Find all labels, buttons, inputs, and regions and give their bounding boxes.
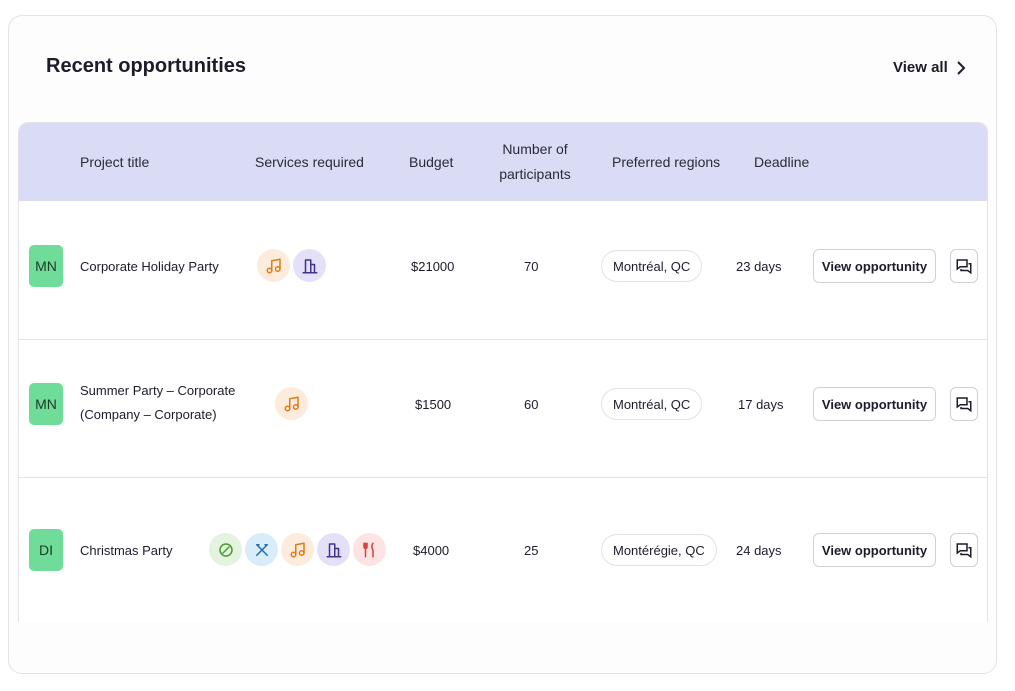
- table-row: MN Summer Party – Corporate (Company – C…: [19, 339, 987, 478]
- project-title: Christmas Party: [80, 542, 173, 558]
- venue-icon: [317, 533, 350, 566]
- budget: $1500: [415, 396, 452, 412]
- avatar: DI: [29, 529, 63, 571]
- service-icons: [209, 533, 386, 566]
- project-title: Corporate Holiday Party: [80, 258, 219, 274]
- planning-icon: [209, 533, 242, 566]
- table-header: Project title Services required Budget N…: [19, 123, 987, 201]
- view-opportunity-button[interactable]: View opportunity: [813, 249, 936, 283]
- music-icon: [257, 249, 290, 282]
- chevron-icon: [957, 60, 966, 75]
- restaurant-icon: [353, 533, 386, 566]
- view-opportunity-button[interactable]: View opportunity: [813, 533, 936, 567]
- deadline: 23 days: [736, 258, 782, 274]
- budget: $4000: [413, 542, 450, 558]
- project-title: Summer Party – Corporate (Company – Corp…: [80, 383, 236, 422]
- column-header: Project title: [80, 153, 150, 170]
- participants: 70: [524, 258, 539, 274]
- chat-button[interactable]: [950, 533, 978, 567]
- view-all-text[interactable]: View all: [893, 59, 948, 76]
- avatar: MN: [29, 383, 63, 425]
- service-icons: [257, 249, 326, 282]
- column-header: Number of participants: [499, 141, 571, 182]
- chat-button[interactable]: [950, 387, 978, 421]
- table: Project title Services required Budget N…: [18, 122, 988, 622]
- column-header: Services required: [255, 153, 364, 170]
- music-icon: [281, 533, 314, 566]
- region-pill: Montréal, QC: [601, 388, 703, 420]
- table-row: MN Corporate Holiday Party $21000 70 Mon…: [19, 201, 987, 340]
- column-header: Deadline: [754, 153, 810, 170]
- service-icons: [275, 387, 308, 420]
- participants: 60: [524, 396, 539, 412]
- table-row: DI Christmas Party $4000 25 Montérégie, …: [19, 477, 987, 622]
- region-pill: Montréal, QC: [601, 250, 703, 282]
- column-header: Budget: [409, 153, 454, 170]
- view-all-link[interactable]: View all: [893, 59, 966, 76]
- catering-icon: [245, 533, 278, 566]
- section-title: Recent opportunities: [46, 55, 247, 77]
- column-header: Preferred regions: [612, 153, 721, 170]
- music-icon: [275, 387, 308, 420]
- deadline: 24 days: [736, 542, 782, 558]
- avatar: MN: [29, 245, 63, 287]
- venue-icon: [293, 249, 326, 282]
- deadline: 17 days: [738, 396, 784, 412]
- chat-button[interactable]: [950, 249, 978, 283]
- view-opportunity-button[interactable]: View opportunity: [813, 387, 936, 421]
- participants: 25: [524, 542, 539, 558]
- region-pill: Montérégie, QC: [601, 534, 717, 566]
- budget: $21000: [411, 258, 455, 274]
